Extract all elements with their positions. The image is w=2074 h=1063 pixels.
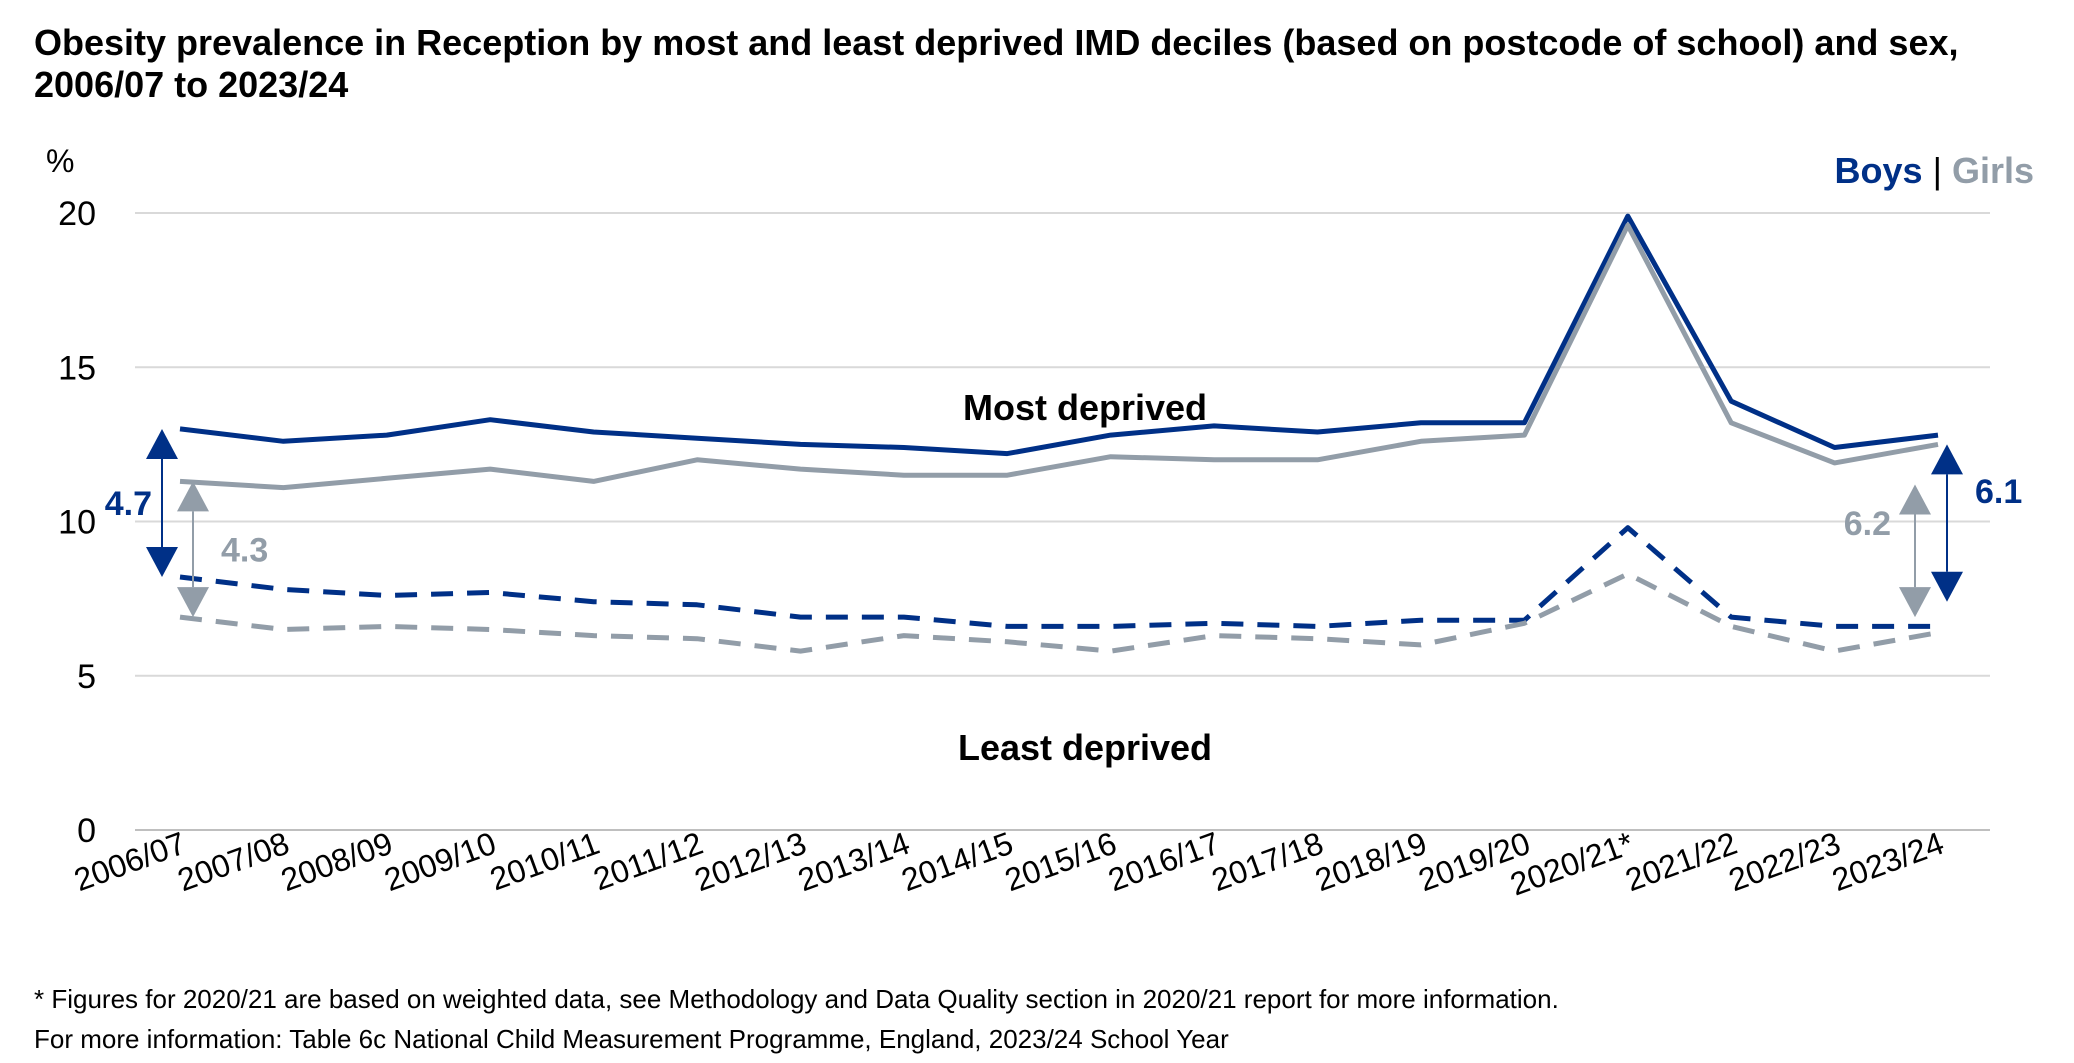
legend-separator: | — [1932, 150, 1942, 191]
x-tick-label: 2009/10 — [380, 825, 501, 898]
series-line-boys-least-deprived — [179, 525, 1938, 629]
legend-boys: Boys — [1834, 150, 1923, 191]
x-tick-label: 2022/23 — [1724, 825, 1845, 898]
y-tick-label: 0 — [77, 812, 96, 850]
gap-arrow-boys-2006-07: 4.7 — [105, 428, 178, 578]
gap-value-label: 6.1 — [1975, 473, 2022, 511]
y-axis-tick-labels: 0 5 10 15 20 — [58, 195, 96, 850]
gap-annotations: 4.7 4.3 6.2 6.1 — [105, 428, 2022, 618]
x-tick-label: 2014/15 — [897, 825, 1018, 898]
y-tick-label: 15 — [58, 349, 96, 387]
x-tick-label: 2008/09 — [276, 825, 397, 898]
x-tick-label: 2013/14 — [793, 825, 914, 898]
chart-title: Obesity prevalence in Reception by most … — [34, 22, 1959, 105]
series-lines — [179, 213, 1939, 654]
gap-arrow-boys-2023-24: 6.1 — [1931, 444, 2022, 602]
x-tick-label: 2010/11 — [485, 825, 604, 898]
x-tick-label: 2023/24 — [1827, 825, 1948, 898]
footnote: * Figures for 2020/21 are based on weigh… — [34, 984, 1559, 1014]
x-tick-label: 2018/19 — [1310, 825, 1431, 898]
x-tick-label: 2015/16 — [1000, 825, 1121, 898]
gap-value-label: 4.7 — [105, 485, 152, 523]
least-deprived-label: Least deprived — [958, 727, 1212, 768]
x-tick-label: 2016/17 — [1104, 825, 1225, 898]
most-deprived-label: Most deprived — [963, 387, 1207, 428]
gap-arrow-girls-2006-07: 4.3 — [177, 481, 268, 618]
legend: Boys | Girls — [1835, 150, 2034, 192]
x-tick-label: 2011/12 — [589, 825, 708, 898]
series-line-girls-most-deprived — [179, 222, 1939, 491]
gap-value-label: 6.2 — [1844, 505, 1891, 543]
y-tick-label: 10 — [58, 504, 96, 542]
gap-arrow-girls-2023-24: 6.2 — [1844, 484, 1931, 618]
series-line-boys-most-deprived — [179, 213, 1939, 457]
gridlines — [135, 212, 1990, 831]
source-note: For more information: Table 6c National … — [34, 1024, 1229, 1054]
y-axis-label: % — [46, 143, 74, 179]
x-tick-label: 2007/08 — [173, 825, 294, 898]
y-tick-label: 20 — [58, 195, 96, 233]
x-tick-label: 2012/13 — [690, 825, 811, 898]
x-axis-tick-labels: 2006/072007/082008/092009/102010/112011/… — [69, 825, 1948, 903]
legend-girls: Girls — [1951, 150, 2034, 191]
gap-value-label: 4.3 — [221, 531, 268, 569]
line-chart: 0 5 10 15 20 % 2006/072007/082008/092009/102… — [46, 143, 2022, 903]
series-line-girls-least-deprived — [179, 571, 1939, 654]
y-tick-label: 5 — [77, 658, 96, 696]
x-tick-label: 2021/22 — [1621, 825, 1742, 898]
x-tick-label: 2017/18 — [1207, 825, 1328, 898]
